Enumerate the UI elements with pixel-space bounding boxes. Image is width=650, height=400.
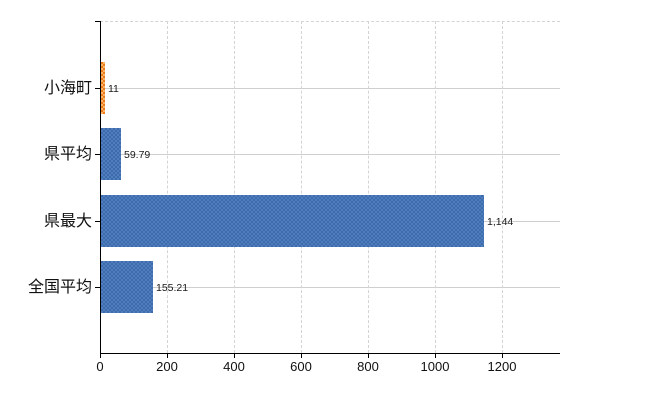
horizontal-gridline xyxy=(100,154,560,155)
bar xyxy=(101,261,153,313)
axis-tick xyxy=(502,353,503,358)
axis-tick xyxy=(95,88,100,89)
axis-tick xyxy=(167,353,168,358)
bar xyxy=(101,128,121,180)
vertical-gridline xyxy=(301,21,302,353)
axis-tick xyxy=(435,353,436,358)
plot-area xyxy=(100,21,560,353)
axis-tick xyxy=(95,154,100,155)
axis-tick xyxy=(234,353,235,358)
axis-tick xyxy=(301,353,302,358)
x-tick-label: 600 xyxy=(290,359,312,374)
category-label: 小海町 xyxy=(43,80,92,98)
vertical-gridline xyxy=(368,21,369,353)
vertical-gridline xyxy=(167,21,168,353)
category-label: 県最大 xyxy=(43,213,92,231)
horizontal-gridline xyxy=(100,88,560,89)
axis-tick xyxy=(95,287,100,288)
vertical-gridline xyxy=(435,21,436,353)
x-tick-label: 1000 xyxy=(420,359,450,374)
x-tick-label: 200 xyxy=(156,359,178,374)
axis-tick xyxy=(95,221,100,222)
axis-tick xyxy=(368,353,369,358)
axis-tick xyxy=(100,353,101,358)
x-tick-label: 0 xyxy=(96,359,104,374)
value-label: 59.79 xyxy=(124,149,151,161)
axis-tick xyxy=(95,21,100,22)
x-axis-line xyxy=(100,353,560,354)
value-label: 11 xyxy=(108,83,119,95)
x-tick-label: 1200 xyxy=(487,359,517,374)
category-label: 県平均 xyxy=(43,146,92,164)
value-label: 1,144 xyxy=(487,216,514,228)
category-label: 全国平均 xyxy=(27,279,92,297)
value-label: 155.21 xyxy=(156,282,189,294)
horizontal-gridline xyxy=(100,287,560,288)
x-tick-label: 400 xyxy=(223,359,245,374)
vertical-gridline xyxy=(234,21,235,353)
bar xyxy=(101,195,485,247)
plot-top-border xyxy=(100,21,560,22)
highlighted-bar xyxy=(101,62,105,114)
y-axis-line xyxy=(100,21,101,354)
vertical-gridline xyxy=(502,21,503,353)
x-tick-label: 800 xyxy=(357,359,379,374)
